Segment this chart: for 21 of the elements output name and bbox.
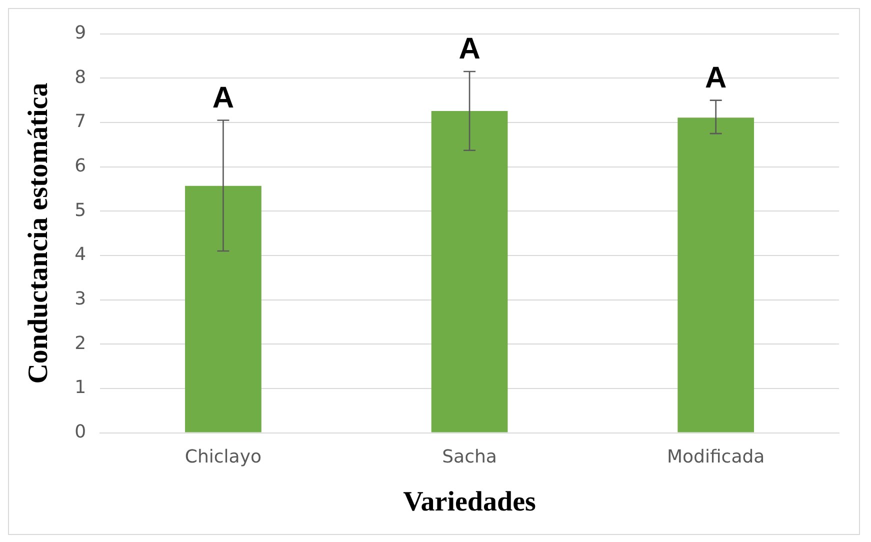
y-tick-label: 9	[74, 22, 86, 44]
annotation: A	[705, 62, 727, 95]
x-axis-title: Variedades	[403, 486, 536, 518]
y-axis-title: Conductancia estomática	[23, 82, 54, 384]
bar	[185, 186, 262, 432]
y-tick-label: 5	[74, 200, 86, 221]
bar	[431, 110, 508, 432]
y-tick-label: 1	[74, 377, 86, 398]
y-tick-label: 6	[74, 155, 86, 176]
y-tick-label: 2	[74, 332, 86, 354]
y-tick-label: 8	[74, 66, 86, 88]
y-tick-label: 4	[74, 244, 86, 266]
x-tick-label: Modificada	[666, 446, 765, 468]
x-tick-label: Chiclayo	[184, 446, 262, 468]
annotation: A	[458, 32, 480, 66]
y-tick-label: 3	[74, 288, 86, 310]
y-tick-label: 0	[74, 421, 86, 442]
bar	[678, 118, 754, 432]
annotation: A	[212, 82, 234, 115]
x-tick-label: Sacha	[442, 446, 497, 468]
y-tick-label: 7	[74, 111, 86, 132]
